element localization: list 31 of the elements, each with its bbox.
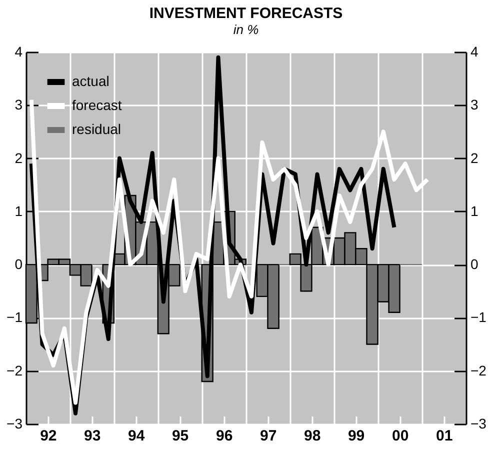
legend-label: forecast [72, 97, 122, 113]
x-tick-label: 95 [172, 428, 189, 444]
x-tick-label: 97 [260, 428, 277, 444]
y2-tick-label: 3 [470, 96, 478, 113]
y2-tick-label: 0 [470, 256, 478, 272]
x-tick-label: 94 [128, 428, 146, 444]
x-tick-label: 01 [436, 428, 453, 444]
y-tick-label: 4 [14, 44, 23, 60]
y-tick-label: −1 [6, 309, 23, 326]
x-tick-label: 93 [84, 428, 101, 444]
y-tick-label: 0 [14, 256, 23, 272]
x-tick-label: 98 [304, 428, 321, 444]
y-tick-label: −2 [6, 362, 23, 378]
x-tick-label: 00 [392, 428, 409, 444]
x-tick-label: 92 [40, 428, 57, 444]
y2-tick-label: 4 [470, 44, 478, 60]
legend-label: actual [72, 73, 110, 89]
y-tick-label: 3 [14, 96, 23, 113]
y2-tick-label: −3 [470, 416, 487, 432]
y2-tick-label: −1 [470, 309, 487, 326]
y-tick-label: 1 [14, 202, 23, 219]
y-tick-label: 2 [14, 150, 23, 166]
chart-title: INVESTMENT FORECASTS [149, 5, 343, 22]
y-tick-label: −3 [6, 416, 23, 432]
y2-tick-label: 2 [470, 150, 478, 166]
x-tick-label: 96 [216, 428, 233, 444]
x-tick-label: 99 [348, 428, 365, 444]
y2-tick-label: −2 [470, 362, 487, 378]
legend-label: residual [72, 121, 122, 137]
chart-subtitle: in % [233, 22, 259, 37]
y2-tick-label: 1 [470, 202, 478, 219]
